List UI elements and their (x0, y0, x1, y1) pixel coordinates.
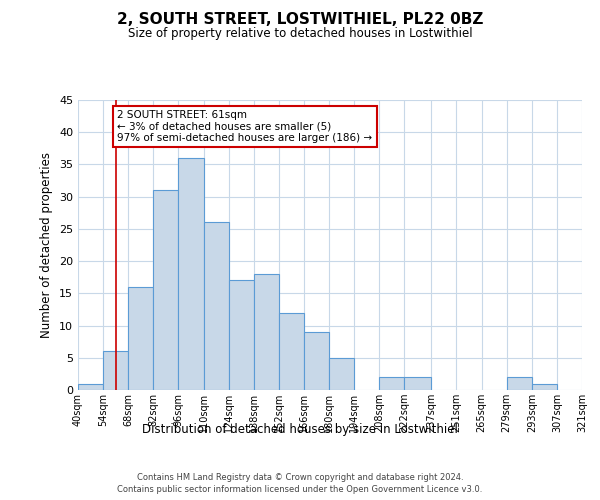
Bar (128, 287, 154, 390)
Bar (404, 377, 431, 390)
Bar (506, 377, 532, 390)
Bar (178, 158, 203, 390)
Text: Size of property relative to detached houses in Lostwithiel: Size of property relative to detached ho… (128, 28, 472, 40)
Bar (154, 190, 178, 390)
Text: Distribution of detached houses by size in Lostwithiel: Distribution of detached houses by size … (142, 422, 458, 436)
Bar (379, 377, 404, 390)
Bar (254, 274, 279, 390)
Bar (229, 280, 254, 390)
Text: 2 SOUTH STREET: 61sqm
← 3% of detached houses are smaller (5)
97% of semi-detach: 2 SOUTH STREET: 61sqm ← 3% of detached h… (118, 110, 373, 143)
Bar (329, 358, 354, 390)
Text: Contains HM Land Registry data © Crown copyright and database right 2024.: Contains HM Land Registry data © Crown c… (137, 472, 463, 482)
Bar (203, 222, 229, 390)
Bar (279, 312, 304, 390)
Bar (532, 384, 557, 390)
Bar (103, 352, 128, 390)
Text: 2, SOUTH STREET, LOSTWITHIEL, PL22 0BZ: 2, SOUTH STREET, LOSTWITHIEL, PL22 0BZ (117, 12, 483, 28)
Y-axis label: Number of detached properties: Number of detached properties (40, 152, 53, 338)
Bar (78, 384, 103, 390)
Bar (304, 332, 329, 390)
Text: Contains public sector information licensed under the Open Government Licence v3: Contains public sector information licen… (118, 485, 482, 494)
